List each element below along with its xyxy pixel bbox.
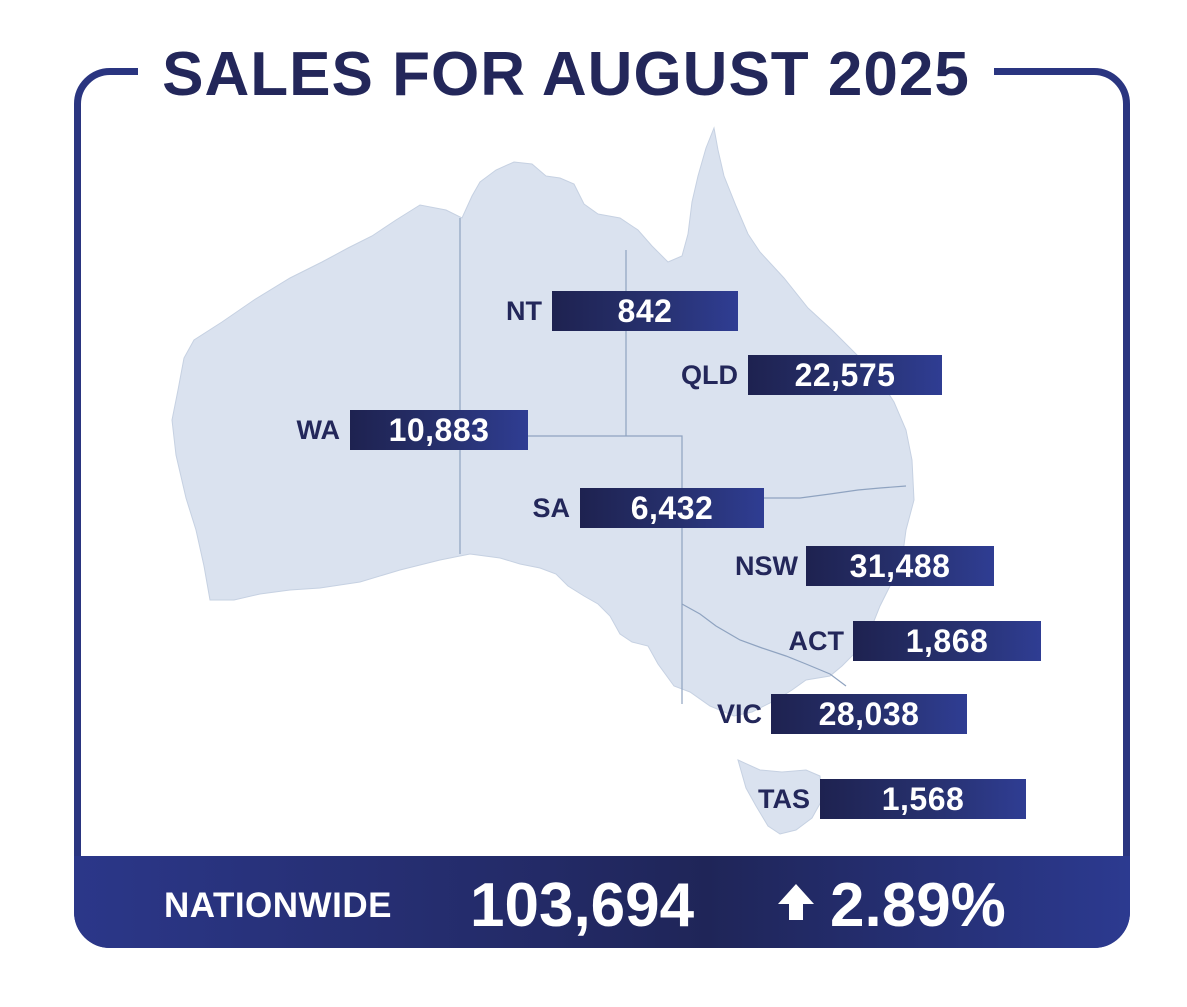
nationwide-label: NATIONWIDE xyxy=(164,886,392,925)
state-value-tas: 1,568 xyxy=(820,779,1026,819)
state-label-nt: NT xyxy=(506,295,542,326)
state-label-vic: VIC xyxy=(716,698,762,729)
title-wrap: SALES FOR AUGUST 2025 xyxy=(138,34,994,114)
mainland-shape xyxy=(171,126,915,717)
state-borders xyxy=(459,218,907,704)
page-title: SALES FOR AUGUST 2025 xyxy=(162,39,970,109)
state-label-nsw: NSW xyxy=(735,550,798,581)
state-label-tas: TAS xyxy=(758,783,810,814)
state-value-wa: 10,883 xyxy=(350,410,528,450)
state-value-act: 1,868 xyxy=(853,621,1041,661)
state-value-nt: 842 xyxy=(552,291,738,331)
state-label-qld: QLD xyxy=(681,359,738,390)
state-label-sa: SA xyxy=(532,492,570,523)
nationwide-change: 2.89% xyxy=(830,871,1006,940)
tasmania-shape xyxy=(737,759,823,835)
state-value-qld: 22,575 xyxy=(748,355,942,395)
nationwide-footer: NATIONWIDE 103,694 2.89% xyxy=(74,856,1130,948)
state-value-sa: 6,432 xyxy=(580,488,764,528)
state-value-vic: 28,038 xyxy=(771,694,967,734)
arrow-up-icon xyxy=(778,884,814,920)
nationwide-value: 103,694 xyxy=(470,871,695,940)
state-label-act: ACT xyxy=(788,625,845,656)
state-value-nsw: 31,488 xyxy=(806,546,994,586)
state-label-wa: WA xyxy=(296,414,341,445)
